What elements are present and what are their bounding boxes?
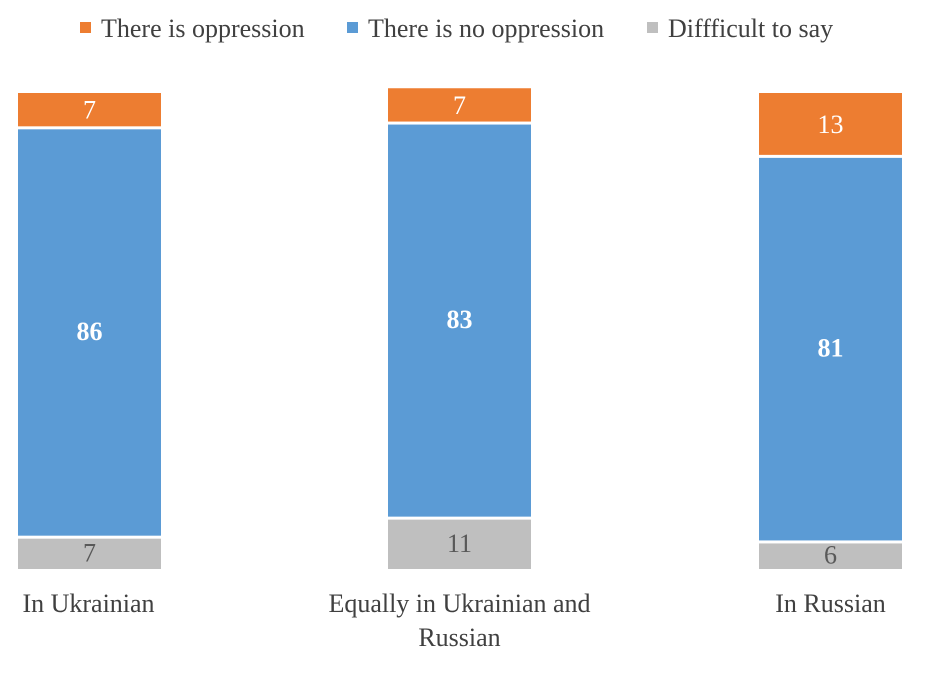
bar-segment-there-is-oppression [759,93,902,155]
data-label: 11 [447,529,472,558]
data-label: 81 [818,334,844,363]
bar-segment-diffficult-to-say [18,538,161,569]
category-label: In Ukrainian [22,589,154,618]
bar-segment-there-is-no-oppression [18,129,161,536]
category-label: Russian [418,623,500,652]
legend-swatch [347,22,358,33]
category-label: Equally in Ukrainian and [328,589,590,618]
bar-segment-diffficult-to-say [759,543,902,569]
category-label: In Russian [775,589,886,618]
data-label: 7 [453,91,466,120]
category-axis: In Ukrainian Equally in Ukrainian and Russ… [22,589,885,652]
legend-swatch [80,22,91,33]
bar-segment-there-is-no-oppression [759,157,902,541]
legend-label: There is no oppression [368,14,604,43]
bar-stack-equally-in-ukrainian-and-russian: 11 83 7 [388,88,531,569]
legend-item-diffficult-to-say: Diffficult to say [647,14,833,43]
data-label: 13 [818,110,844,139]
data-label: 6 [824,541,837,570]
data-label: 7 [83,538,96,567]
bar-segment-there-is-oppression [18,93,161,127]
bar-segment-there-is-no-oppression [388,124,531,517]
bar-stack-in-ukrainian: 7 86 7 [18,93,161,569]
legend-swatch [647,22,658,33]
data-label: 83 [447,305,473,334]
legend-label: Diffficult to say [668,14,833,43]
data-label: 86 [77,317,103,346]
legend-label: There is oppression [101,14,305,43]
bar-segment-diffficult-to-say [388,519,531,569]
legend: There is oppression There is no oppressio… [80,14,833,43]
bar-segment-there-is-oppression [388,88,531,122]
bar-stack-in-russian: 6 81 13 [759,93,902,570]
legend-item-there-is-oppression: There is oppression [80,14,305,43]
plot-area: 7 86 7 11 83 7 6 81 13 [18,88,902,570]
data-label: 7 [83,96,96,125]
legend-item-there-is-no-oppression: There is no oppression [347,14,604,43]
